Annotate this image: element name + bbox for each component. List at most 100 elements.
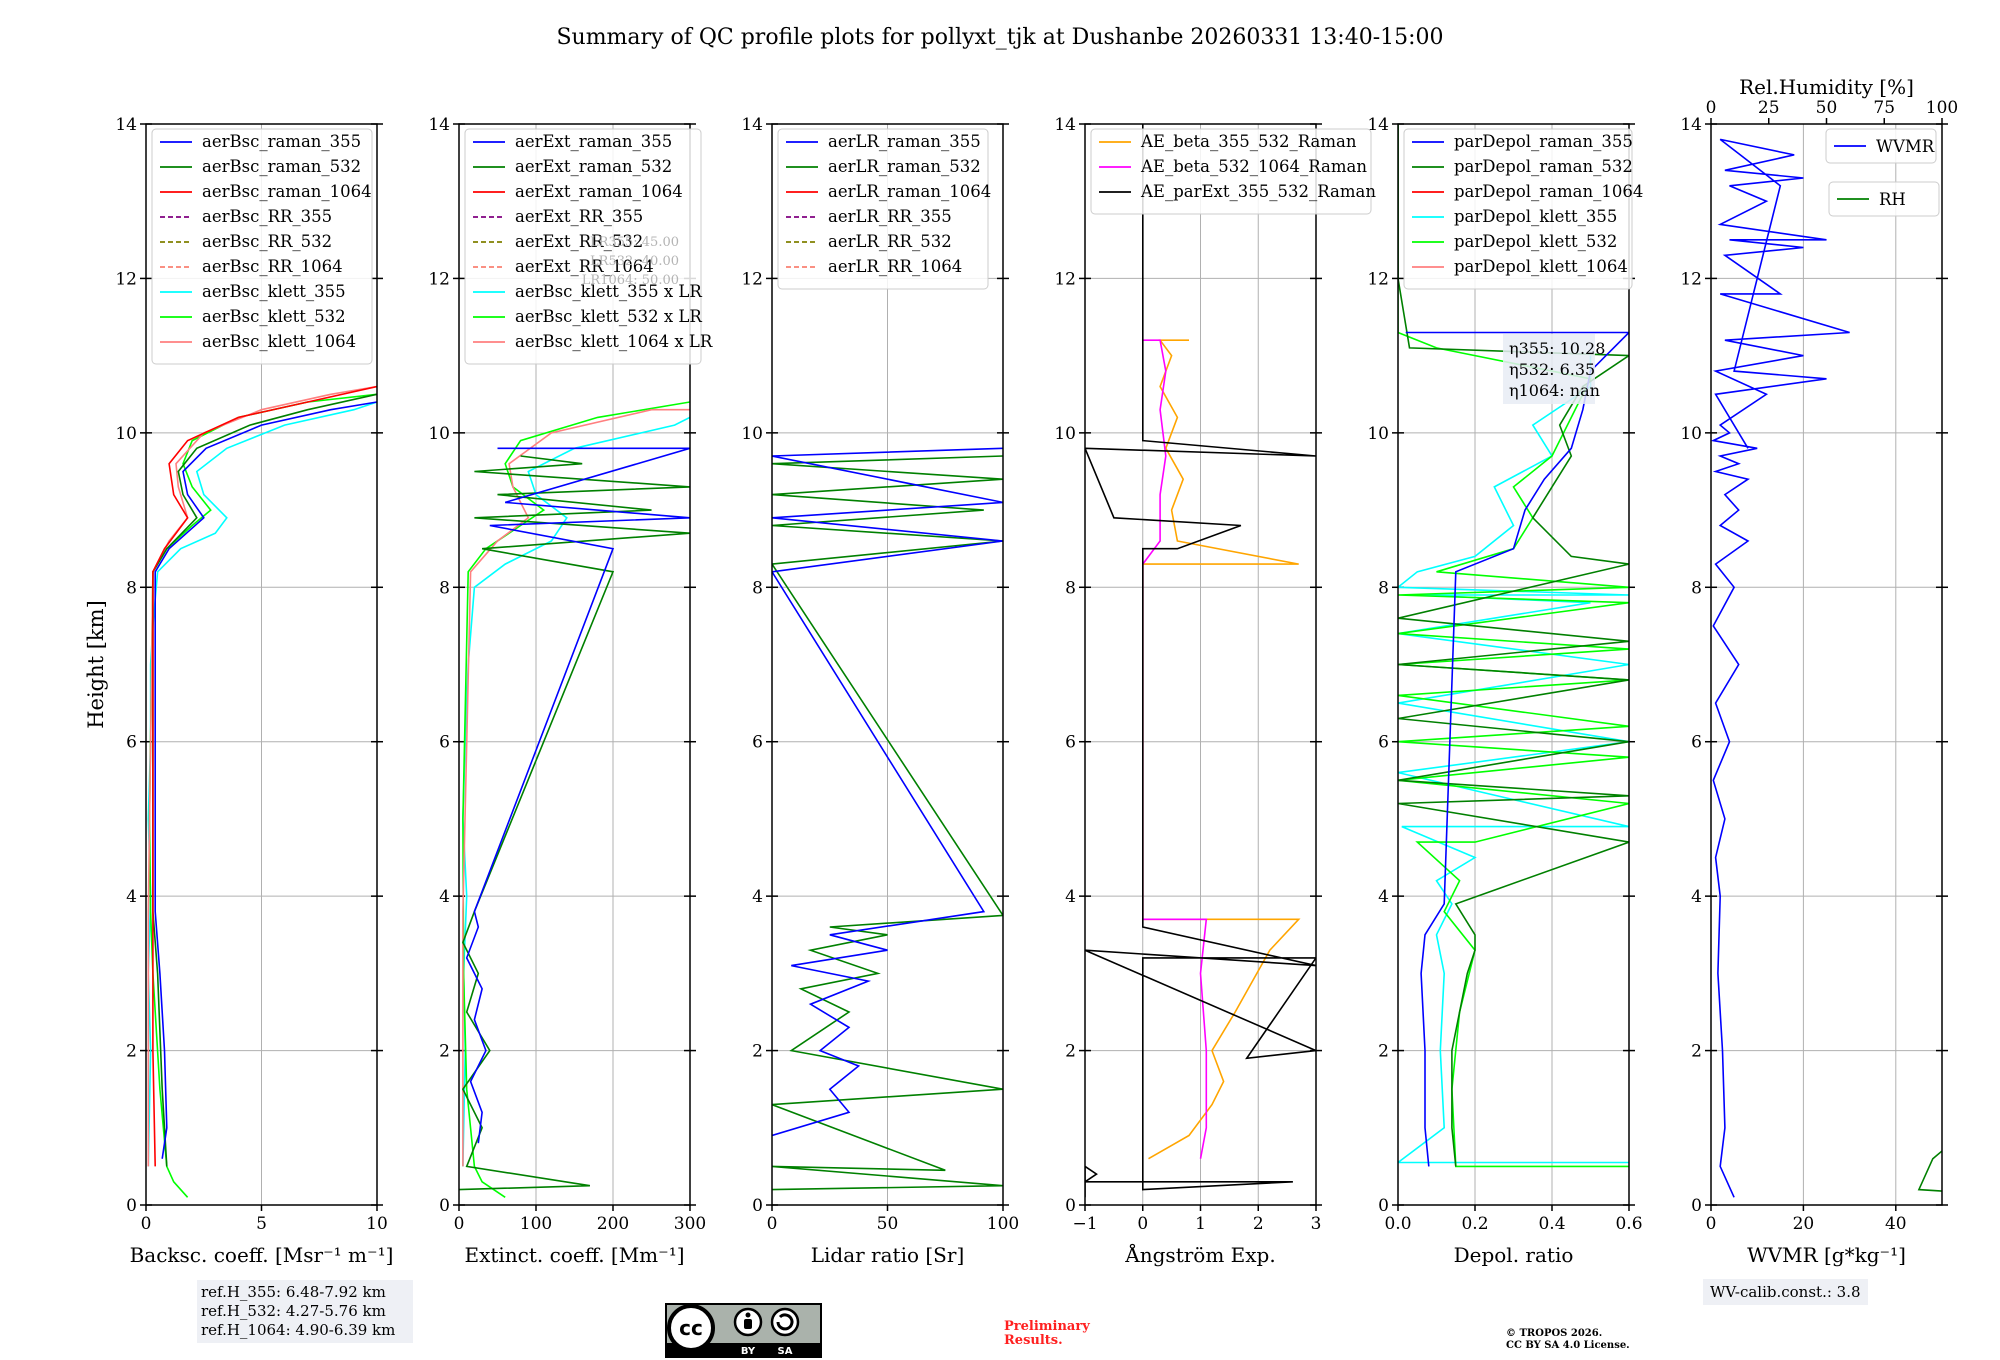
y-tick-label: 6 — [126, 733, 137, 753]
y-tick-label: 10 — [115, 424, 137, 444]
y-tick-label: 6 — [439, 733, 450, 753]
legend-label: aerBsc_raman_1064 — [202, 182, 372, 201]
series-line-parDepol_raman_532 — [1398, 124, 1629, 1167]
legend-label: aerBsc_klett_1064 — [202, 332, 356, 351]
y-tick-label: 14 — [115, 115, 137, 135]
x-axis-label: WVMR [g*kg⁻¹] — [1747, 1243, 1906, 1267]
y-tick-label: 14 — [1054, 115, 1076, 135]
y-tick-label: 0 — [1065, 1196, 1076, 1216]
y-tick-label: 4 — [1691, 887, 1702, 907]
axes-frame — [458, 123, 691, 1206]
sa-sharealike-icon — [770, 1307, 800, 1337]
x-tick-label: 0 — [767, 1214, 778, 1234]
y-tick-label: 2 — [752, 1042, 763, 1062]
x-tick-label: 100 — [987, 1214, 1019, 1234]
top-x-tick-label: 25 — [1758, 98, 1780, 118]
series-line-aerBsc_raman_532 — [152, 393, 377, 1167]
y-tick-label: 8 — [126, 578, 137, 598]
y-tick-label: 14 — [1680, 115, 1702, 135]
x-axis-label: Backsc. coeff. [Msr⁻¹ m⁻¹] — [130, 1243, 394, 1267]
by-icon-body — [744, 1319, 752, 1329]
lidar-ratio-label: LR355: 45.00 — [590, 235, 679, 250]
legend-label: parDepol_raman_355 — [1454, 132, 1633, 151]
panel-1: 0 2 4 6 8 10 12 14 0 5 10 Backsc. coeff. [Msr⁻¹ m⁻¹… — [84, 115, 393, 1267]
legend-label: aerExt_RR_1064 — [515, 257, 654, 276]
legend-box — [464, 128, 702, 365]
y-tick-label: 6 — [1378, 733, 1389, 753]
y-tick-label: 12 — [1367, 269, 1389, 289]
legend-label: aerBsc_raman_355 — [202, 132, 361, 151]
copyright-label: © TROPOS 2026. CC BY SA 4.0 License. — [1506, 1328, 1630, 1352]
x-tick-label: 1 — [1195, 1214, 1206, 1234]
preliminary-label: Preliminary Results. — [1004, 1320, 1090, 1348]
legend-label: aerExt_raman_532 — [515, 157, 672, 176]
x-tick-label: 300 — [674, 1214, 706, 1234]
angstrom-box — [1503, 334, 1595, 404]
y-tick-label: 2 — [1378, 1042, 1389, 1062]
legend-label: AE_beta_355_532_Raman — [1140, 132, 1357, 151]
copyright-line-2: CC BY SA 4.0 License. — [1506, 1340, 1630, 1351]
preliminary-line-2: Results. — [1004, 1333, 1063, 1348]
y-tick-label: 14 — [1367, 115, 1389, 135]
y-tick-label: 2 — [1691, 1042, 1702, 1062]
legend-label: aerBsc_klett_355 x LR — [515, 282, 702, 301]
cc-logo-glyph: cc — [679, 1316, 703, 1340]
legend-label: WVMR — [1876, 137, 1935, 156]
legend-box — [151, 128, 373, 365]
x-tick-label: 3 — [1311, 1214, 1322, 1234]
legend-box — [1828, 181, 1940, 217]
series-line-WVMR — [1711, 138, 1850, 1198]
y-tick-label: 8 — [752, 578, 763, 598]
x-tick-label: −1 — [1072, 1214, 1097, 1234]
y-tick-label: 0 — [126, 1196, 137, 1216]
angstrom-label: η532: 6.35 — [1509, 360, 1595, 379]
panel-2: 0 2 4 6 8 10 12 14 0 100 200 300 Extinct. coeff. [Mm… — [428, 115, 713, 1267]
legend-label: parDepol_klett_532 — [1454, 232, 1617, 251]
preliminary-line-1: Preliminary — [1004, 1319, 1090, 1334]
legend-box — [1825, 128, 1937, 164]
series-line-aerLR_raman_355 — [772, 447, 1003, 1137]
y-tick-label: 2 — [1065, 1042, 1076, 1062]
legend-label: AE_parExt_355_532_Raman — [1140, 182, 1376, 201]
wv-calibration-box: WV-calib.const.: 3.8 — [1703, 1279, 1868, 1305]
legend-label: aerBsc_klett_1064 x LR — [515, 332, 713, 351]
sa-icon-arrow — [776, 1313, 794, 1331]
y-tick-label: 4 — [126, 887, 137, 907]
series-line-aerBsc_raman_1064 — [152, 385, 377, 1167]
y-tick-label: 2 — [439, 1042, 450, 1062]
series-line-aerBsc_klett_1064 — [147, 385, 377, 1167]
y-tick-label: 8 — [1065, 578, 1076, 598]
legend-label: aerExt_RR_532 — [515, 232, 643, 251]
x-axis-label: Depol. ratio — [1454, 1243, 1574, 1267]
y-tick-label: 6 — [1065, 733, 1076, 753]
y-axis-label: Height [km] — [84, 600, 108, 729]
x-tick-label: 40 — [1885, 1214, 1907, 1234]
legend-label: aerBsc_klett_532 x LR — [515, 307, 702, 326]
top-x-tick-label: 100 — [1926, 98, 1958, 118]
y-tick-label: 14 — [428, 115, 450, 135]
panel-3: 0 2 4 6 8 10 12 14 0 50 100 Lidar ratio [Sr] aerLR_r… — [741, 115, 1019, 1267]
x-tick-label: 0.2 — [1461, 1214, 1488, 1234]
legend-label: aerLR_raman_355 — [828, 132, 981, 151]
x-tick-label: 5 — [256, 1214, 267, 1234]
y-tick-label: 2 — [126, 1042, 137, 1062]
y-tick-label: 10 — [1054, 424, 1076, 444]
legend-label: aerBsc_RR_1064 — [202, 257, 343, 276]
y-tick-label: 4 — [1378, 887, 1389, 907]
x-tick-label: 0 — [1137, 1214, 1148, 1234]
figure-title: Summary of QC profile plots for pollyxt_… — [556, 25, 1443, 50]
legend-label: parDepol_klett_1064 — [1454, 257, 1628, 276]
legend-label: RH — [1879, 190, 1906, 209]
x-axis-label: Extinct. coeff. [Mm⁻¹] — [464, 1243, 684, 1267]
lidar-ratio-label: LR532: 40.00 — [590, 254, 679, 269]
x-tick-label: 20 — [1793, 1214, 1815, 1234]
legend-label: aerBsc_raman_532 — [202, 157, 361, 176]
y-tick-label: 4 — [1065, 887, 1076, 907]
x-tick-label: 0.6 — [1615, 1214, 1642, 1234]
legend-label: parDepol_raman_532 — [1454, 157, 1633, 176]
top-x-axis-label: Rel.Humidity [%] — [1739, 75, 1914, 99]
legend-label: aerExt_RR_355 — [515, 207, 643, 226]
